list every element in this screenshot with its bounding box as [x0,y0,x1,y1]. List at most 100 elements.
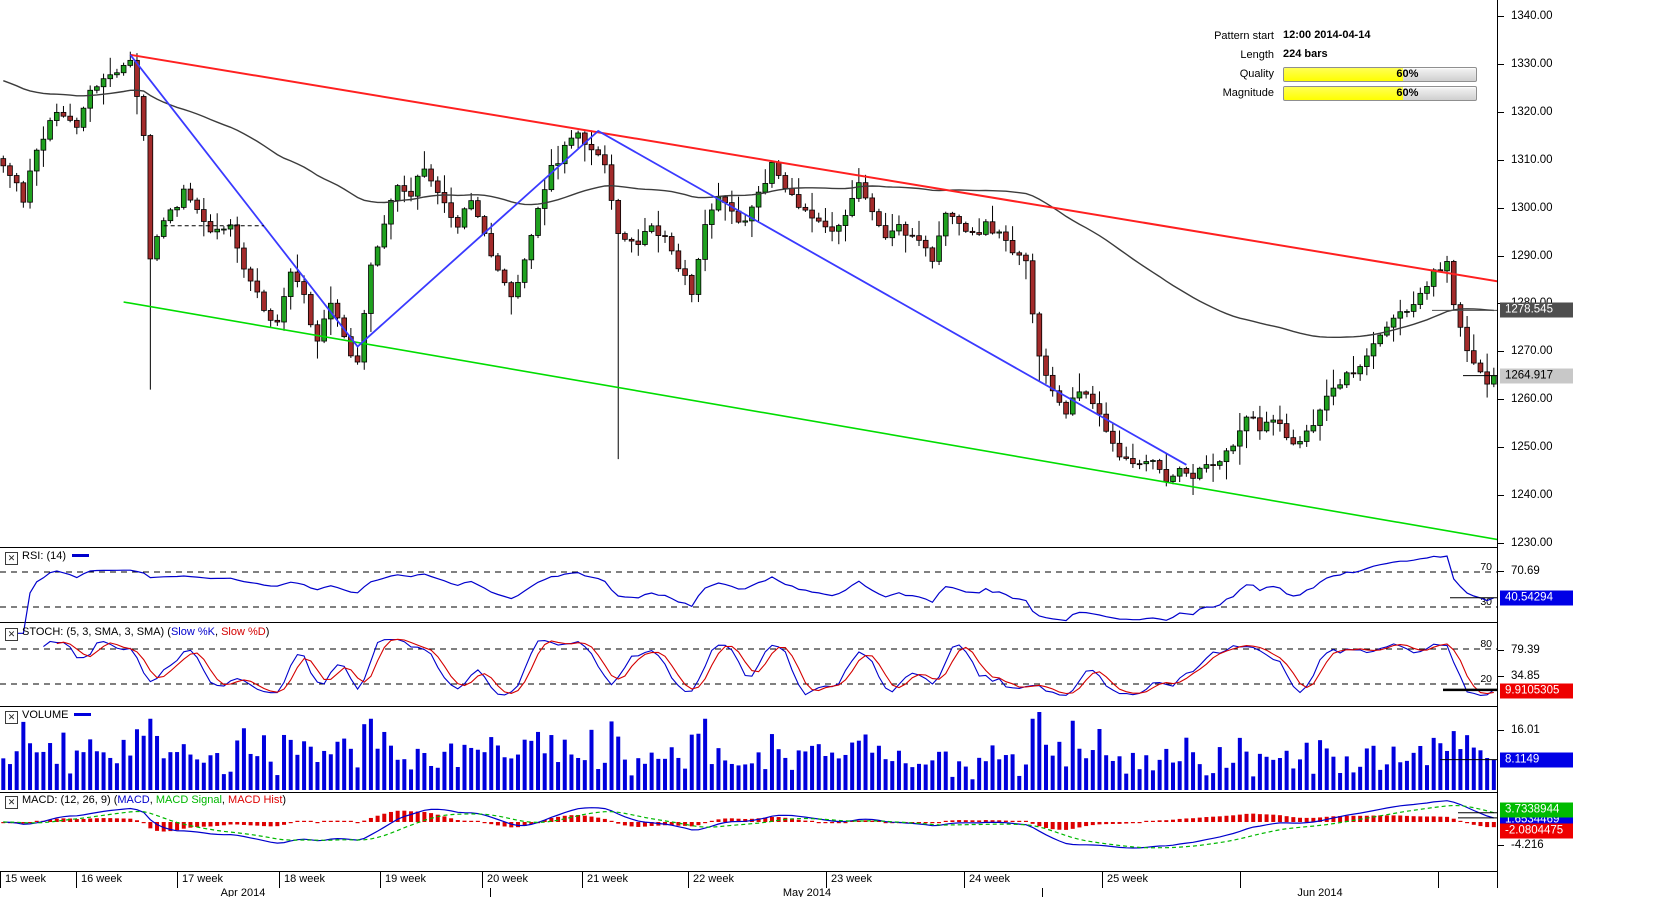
price-tick-mark [1498,207,1504,209]
volume-line-sample-icon [74,713,92,716]
price-badge: 3.7338944 [1500,802,1573,818]
macd-hist-bar [669,822,674,826]
candle-up [842,215,849,226]
checked-checkbox-icon[interactable] [5,796,18,809]
candle-up [1364,355,1370,367]
candle-up [1410,304,1417,312]
volume-bar [161,758,166,790]
volume-bar [275,775,280,790]
volume-bar [1358,766,1363,790]
candle-up [942,212,949,237]
volume-bar [21,721,26,790]
macd-hist-bar [1491,822,1496,828]
week-divider [0,872,1,888]
volume-bar [796,750,801,790]
volume-bar [1458,749,1463,790]
candle-down [789,187,795,195]
candle-up [368,264,374,314]
checked-checkbox-icon[interactable] [5,628,18,641]
magnitude-progress-text: 60% [1396,87,1419,99]
candle-up [896,224,902,232]
stoch-d-line [56,638,1494,695]
candle-up [1223,450,1230,463]
x-axis-weeks[interactable]: 15 week 16 week 17 week 18 week 19 week 20 we… [0,871,1497,889]
candle-down [7,165,13,176]
price-tick-mark [1498,351,1504,353]
macd-hist-bar [161,822,166,832]
candle-down [822,220,829,228]
x-axis-months[interactable]: Apr 2014 May 2014 Jun 2014 [0,887,1497,897]
macd-hist-bar [930,822,935,824]
macd-hist-bar [141,822,146,824]
price-tick-label: 1250.00 [1511,441,1553,454]
indicator-tick-mark [1498,650,1504,651]
macd-hist-label: MACD Hist [228,794,283,806]
volume-bar [1023,764,1028,790]
candle-down [307,294,314,326]
volume-bar [522,739,527,790]
candle-down [488,233,495,257]
candle-down [662,235,668,237]
volume-bar [576,757,581,790]
candle-down [735,210,742,223]
volume-bar [1451,731,1456,790]
volume-bar [1257,753,1262,790]
rsi-line-sample-icon [72,554,90,557]
checked-checkbox-icon[interactable] [5,711,18,724]
candle-up [1170,475,1176,482]
pattern-info-panel: Pattern start 12:00 2014-04-14 Length 224 … [1208,28,1478,104]
price-tick-mark [1498,63,1504,65]
macd-header-sep1: , [149,794,156,806]
candle-up [1216,461,1223,466]
macd-hist-bar [1297,817,1302,822]
macd-hist-bar [1465,822,1470,824]
macd-hist-bar [74,819,79,822]
macd-hist-bar [1364,815,1369,822]
candle-down [1250,416,1257,419]
macd-hist-bar [616,822,621,824]
candle-down [1210,464,1216,466]
macd-hist-bar [1371,815,1376,822]
volume-bar [1003,755,1008,790]
candle-down [1350,372,1357,375]
candle-down [301,281,307,295]
chart-canvas[interactable]: 70 30 80 20 [0,0,1497,871]
volume-bar [1117,756,1122,790]
volume-bar [435,767,440,790]
candle-up [221,228,227,231]
macd-hist-bar [1311,817,1316,822]
macd-hist-bar [1445,816,1450,822]
candle-down [1016,252,1023,256]
candle-up [755,191,762,208]
macd-hist-bar [121,818,126,822]
volume-bar [1150,770,1155,790]
candle-up [1370,343,1377,357]
volume-bar [810,745,815,790]
macd-hist-bar [415,811,420,822]
macd-hist-bar [856,820,861,822]
volume-bar [1478,750,1483,790]
indicator-tick-mark [1498,845,1504,846]
candle-up [214,228,220,233]
candle-down [602,154,608,166]
price-badge: 8.1149 [1500,752,1573,768]
candle-up [889,230,896,239]
macd-hist-bar [101,818,106,822]
candle-up [1297,441,1303,445]
price-axis[interactable]: 1340.00 1330.00 1320.00 1310.00 1300.00 1290.… [1497,0,1655,888]
checked-checkbox-icon[interactable] [5,552,18,565]
price-tick-label: 1340.00 [1511,10,1553,22]
volume-bar [475,749,480,790]
volume-bar [663,758,668,790]
candle-up [1176,468,1183,477]
volume-bar [1491,759,1496,790]
volume-bar [950,776,955,790]
volume-bar [823,756,828,790]
macd-hist-bar [1057,822,1062,830]
volume-bar [61,732,66,790]
price-badge: 9.9105305 [1500,683,1573,699]
macd-hist-bar [1017,820,1022,822]
macd-hist-bar [689,822,694,827]
macd-hist-bar [302,820,307,822]
macd-hist-bar [442,816,447,822]
